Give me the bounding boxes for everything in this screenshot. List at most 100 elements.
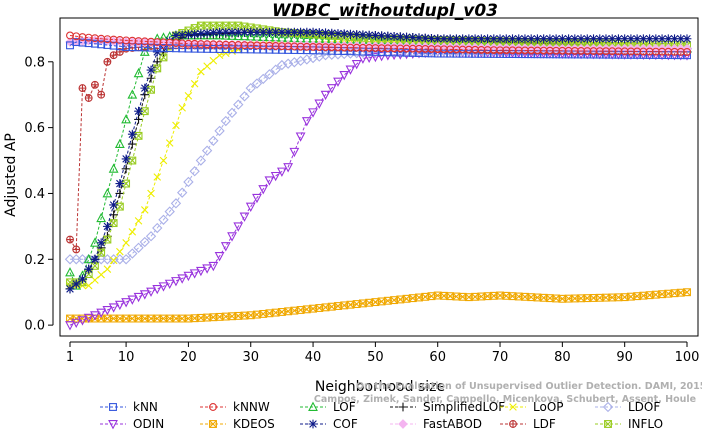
data-point	[321, 28, 330, 38]
data-point	[320, 90, 331, 101]
data-point	[683, 288, 691, 297]
data-point	[539, 293, 548, 302]
data-point	[114, 300, 125, 311]
data-point	[539, 46, 548, 55]
data-point	[415, 293, 423, 302]
data-point	[339, 29, 349, 39]
series-line-lof	[69, 35, 688, 287]
data-point	[228, 45, 236, 54]
data-point	[215, 45, 224, 53]
data-point	[277, 27, 287, 37]
data-point	[614, 34, 623, 44]
data-point	[645, 34, 655, 44]
data-point	[495, 34, 505, 44]
data-point	[134, 217, 143, 225]
data-point	[402, 44, 411, 53]
data-point	[103, 41, 112, 49]
data-point	[340, 47, 349, 56]
x-tick-label: 10	[118, 350, 135, 365]
data-point	[321, 303, 330, 312]
data-point	[545, 46, 554, 55]
data-point	[178, 44, 187, 53]
legend-label: ODIN	[133, 417, 164, 431]
data-point	[290, 42, 299, 51]
x-tick-label: 70	[492, 350, 509, 365]
data-point	[233, 222, 244, 232]
data-point	[333, 77, 343, 87]
data-point	[564, 34, 573, 44]
data-point	[408, 44, 417, 53]
data-point	[564, 50, 573, 59]
data-point	[296, 27, 305, 37]
data-point	[170, 198, 182, 209]
data-point	[240, 41, 249, 50]
data-point	[326, 40, 337, 51]
data-point	[276, 167, 287, 177]
data-point	[471, 292, 480, 301]
legend-item-knn: kNN	[100, 400, 158, 414]
data-point	[258, 73, 269, 85]
data-point	[128, 228, 137, 236]
legend-item-cof: COF	[300, 417, 358, 431]
data-point	[102, 221, 112, 231]
axes: 1 10 20 30 40 50 60 70 80 90 100 0.0 0.2 0.4 0.6 0.8	[24, 55, 699, 365]
data-point	[502, 46, 511, 55]
data-point	[451, 42, 462, 53]
legend-label: kNNW	[233, 400, 270, 414]
data-point	[140, 314, 149, 323]
data-point	[246, 41, 255, 50]
series-ldof	[64, 43, 693, 265]
data-point	[415, 44, 423, 53]
data-point	[253, 45, 261, 54]
data-point	[202, 264, 213, 274]
data-point	[470, 42, 480, 53]
data-point	[178, 314, 187, 323]
data-point	[165, 314, 174, 323]
data-point	[203, 313, 212, 322]
data-point	[446, 292, 455, 301]
credit-watermark: On the Evaluation of Unsupervised Outlie…	[314, 381, 702, 405]
data-point	[234, 45, 243, 54]
data-point	[78, 38, 87, 47]
data-point	[446, 45, 455, 54]
data-point	[227, 232, 237, 242]
legend-label: COF	[333, 417, 358, 431]
data-point	[115, 189, 125, 198]
data-point	[358, 30, 368, 40]
data-point	[464, 34, 474, 44]
data-point	[602, 47, 610, 56]
data-point	[196, 44, 205, 53]
data-point	[289, 57, 300, 68]
data-point	[178, 39, 187, 48]
data-point	[190, 314, 199, 323]
data-point	[159, 44, 168, 52]
data-point	[351, 60, 362, 70]
data-point	[620, 34, 630, 44]
data-point	[365, 47, 374, 56]
data-point	[184, 39, 193, 48]
data-point	[276, 59, 288, 71]
data-point	[676, 34, 686, 44]
data-point	[626, 292, 635, 301]
data-point	[221, 40, 230, 49]
data-point	[608, 293, 617, 302]
data-point	[589, 47, 598, 56]
data-point	[240, 45, 249, 54]
data-point	[352, 300, 361, 309]
data-point	[670, 47, 679, 56]
data-point	[122, 314, 131, 323]
data-point	[196, 29, 206, 38]
data-point	[258, 27, 268, 37]
data-point	[521, 292, 529, 301]
data-point	[570, 34, 580, 44]
data-point	[84, 94, 93, 102]
data-point	[582, 34, 592, 44]
data-point	[346, 300, 355, 309]
legend-marker	[108, 420, 118, 430]
legend-marker	[209, 420, 217, 428]
data-point	[102, 306, 113, 316]
data-point	[196, 313, 205, 322]
data-point	[352, 43, 361, 52]
data-point	[270, 171, 281, 182]
data-point	[252, 193, 262, 204]
